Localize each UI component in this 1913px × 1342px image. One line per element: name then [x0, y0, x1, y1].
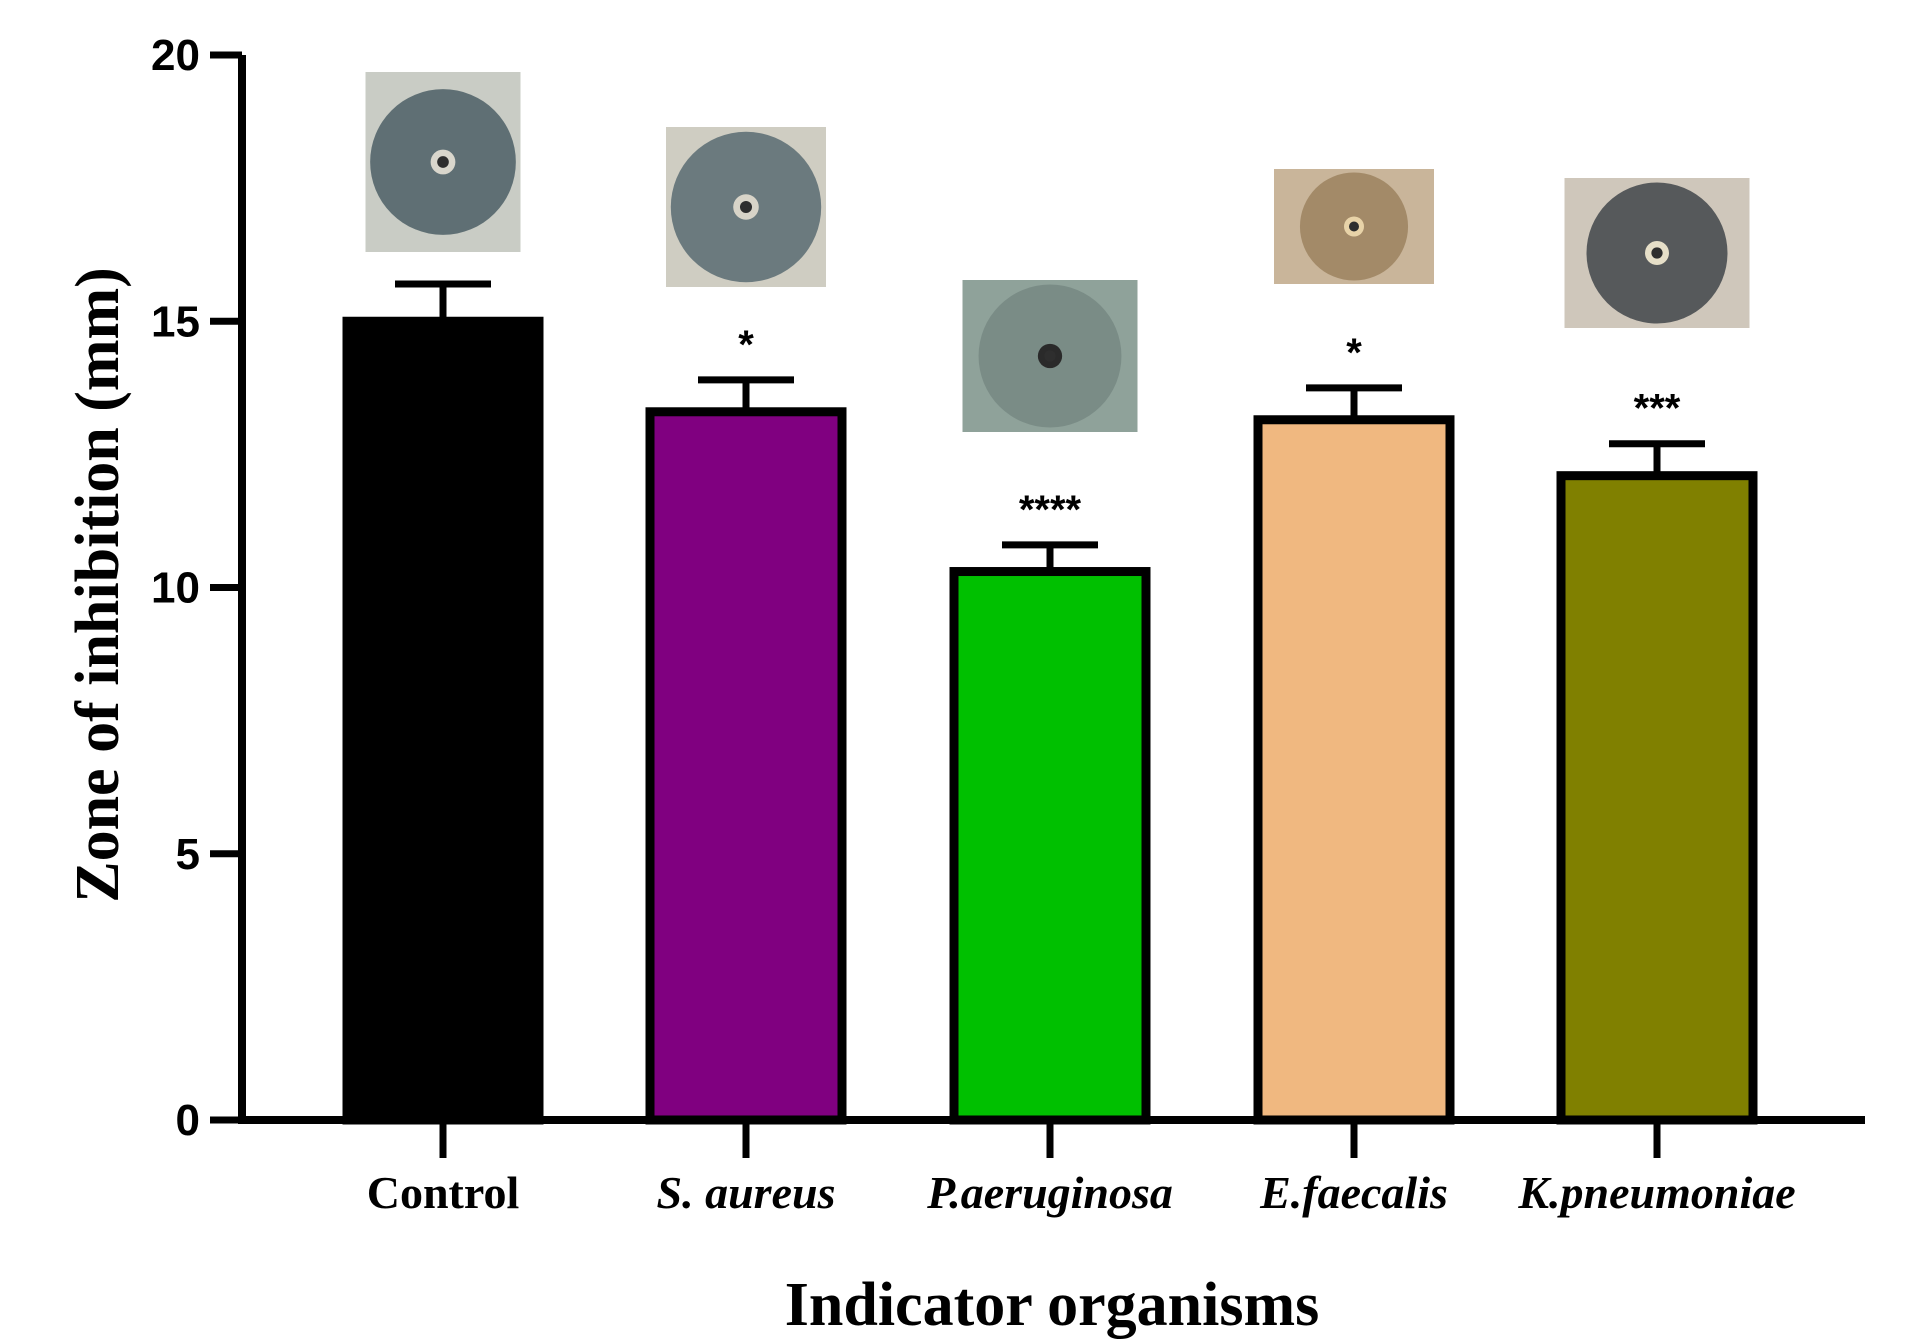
- plate-photo: [1274, 169, 1434, 284]
- plate-photo: [666, 127, 826, 287]
- x-axis-title: Indicator organisms: [785, 1271, 1320, 1339]
- bar-control: [342, 316, 544, 1125]
- bar-s-aureus: [645, 407, 847, 1125]
- significance-label: *: [738, 323, 754, 367]
- y-tick-label: 0: [176, 1096, 200, 1145]
- plate-photos: [365, 72, 1750, 432]
- significance-label: *: [1346, 331, 1362, 375]
- y-tick-label: 10: [151, 564, 200, 613]
- bar-p-aeruginosa: [949, 567, 1151, 1125]
- x-tick-label: P.aeruginosa: [926, 1167, 1173, 1218]
- bar-k-pneumoniae: [1556, 471, 1758, 1125]
- x-tick-label: Control: [367, 1167, 520, 1218]
- well-hole: [739, 200, 753, 214]
- x-tick-label: E.faecalis: [1259, 1167, 1448, 1218]
- well-hole: [437, 156, 449, 168]
- x-tick-label: K.pneumoniae: [1517, 1167, 1795, 1218]
- plate-photo: [365, 72, 521, 252]
- y-axis-title: Zone of inhibition (mm): [64, 267, 132, 903]
- plate-photo: [962, 280, 1138, 432]
- y-ticks: 0 5 10 15 20: [151, 31, 242, 1145]
- x-tick-label: S. aureus: [657, 1167, 836, 1218]
- well-hole: [1349, 221, 1359, 232]
- bar-e-faecalis: [1253, 415, 1455, 1125]
- plate-photo: [1564, 178, 1750, 328]
- well-hole: [1651, 247, 1663, 259]
- x-ticks: Control S. aureus P.aeruginosa E.faecalis K.…: [367, 1120, 1796, 1218]
- significance-label: ****: [1019, 488, 1082, 532]
- y-tick-label: 15: [151, 297, 200, 346]
- y-tick-label: 20: [151, 31, 200, 80]
- y-tick-label: 5: [176, 830, 200, 879]
- significance-label: ***: [1634, 387, 1681, 431]
- well-hole: [1044, 350, 1056, 362]
